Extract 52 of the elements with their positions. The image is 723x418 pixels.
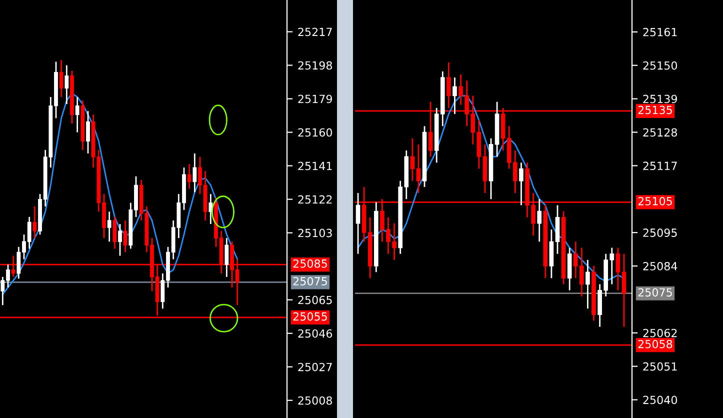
ref-line-label: 25105 [638, 196, 672, 206]
y-tick-label: 25179 [298, 94, 332, 104]
y-tick-label: 25161 [643, 28, 677, 36]
candlestick [107, 210, 112, 242]
ref-line-label: 25055 [293, 312, 327, 321]
y-tick-label: 25062 [643, 328, 677, 338]
candlestick [59, 59, 64, 98]
candlestick [356, 192, 360, 255]
candlestick [192, 152, 197, 193]
y-tick-label: 25046 [298, 329, 332, 338]
candlestick [410, 138, 415, 182]
y-tick-label: 25217 [298, 28, 332, 36]
y-tick-label: 25122 [298, 195, 332, 204]
y-tick-label: 25051 [643, 362, 677, 371]
candlestick [112, 216, 117, 250]
candlestick [118, 223, 122, 256]
y-tick-label: 25103 [298, 228, 332, 238]
ref-line-label: 25075 [293, 277, 327, 286]
y-tick-label: 25160 [298, 128, 332, 137]
y-tick-label: 25084 [643, 262, 678, 270]
y-tick-label: 25198 [298, 61, 332, 70]
y-tick-label: 25150 [643, 61, 678, 70]
candlestick [86, 110, 90, 154]
y-tick-label: 25139 [643, 94, 677, 104]
candlestick [537, 198, 542, 242]
y-tick-label: 25065 [298, 296, 332, 304]
candlestick [622, 253, 626, 328]
candlestick [586, 259, 590, 310]
y-tick-label: 25141 [298, 162, 332, 170]
ref-line-label: 25075 [638, 288, 672, 297]
y-tick-label: 25117 [643, 162, 677, 170]
candlestick [616, 247, 620, 292]
candlestick [75, 96, 80, 133]
candlestick [224, 237, 229, 278]
y-tick-label: 25128 [643, 128, 678, 137]
ref-line-label: 25085 [293, 259, 327, 268]
candlestick [452, 76, 457, 115]
y-tick-label: 25027 [298, 362, 332, 372]
candlestick [64, 64, 69, 105]
y-tick-label: 25040 [643, 396, 678, 404]
candlestick [208, 193, 213, 225]
ref-line-label: 25135 [638, 106, 672, 114]
candlestick [446, 62, 451, 109]
y-tick-label: 25095 [643, 228, 677, 237]
y-tick-label: 25008 [298, 396, 332, 405]
candlestick [416, 144, 421, 194]
candlestick [187, 163, 192, 190]
candlestick [32, 206, 37, 239]
line-series [2, 92, 238, 296]
ref-line-label: 25058 [638, 340, 672, 348]
candlestick [519, 162, 524, 206]
candlestick [123, 220, 128, 253]
